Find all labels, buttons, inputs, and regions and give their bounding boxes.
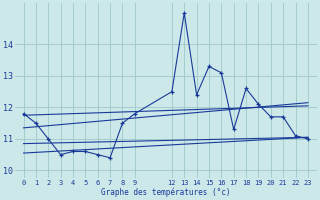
X-axis label: Graphe des températures (°c): Graphe des températures (°c) [101,187,230,197]
